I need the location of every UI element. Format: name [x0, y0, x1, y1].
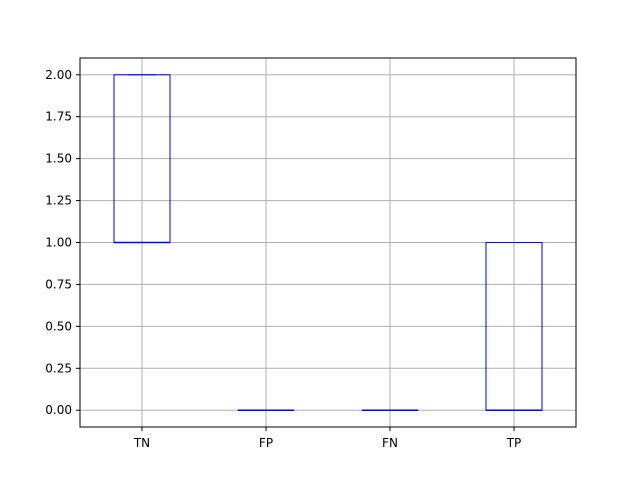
y-tick-label: 0.75	[45, 277, 72, 291]
x-tick-label: FP	[259, 436, 273, 450]
y-tick-label: 2.00	[45, 68, 72, 82]
tick-layer: 0.00 0.25 0.50 0.75 1.00 1.25 1.50 1.75 2.00 TN FP…	[45, 68, 521, 450]
x-tick-label: FN	[382, 436, 398, 450]
y-tick-label: 0.00	[45, 403, 72, 417]
x-tick-label: TP	[506, 436, 522, 450]
y-tick-label: 1.00	[45, 236, 72, 250]
y-tick-label: 1.75	[45, 110, 72, 124]
y-tick-label: 0.25	[45, 361, 72, 375]
y-tick-label: 1.25	[45, 194, 72, 208]
y-tick-label: 0.50	[45, 319, 72, 333]
x-tick-label: TN	[133, 436, 150, 450]
y-tick-label: 1.50	[45, 152, 72, 166]
